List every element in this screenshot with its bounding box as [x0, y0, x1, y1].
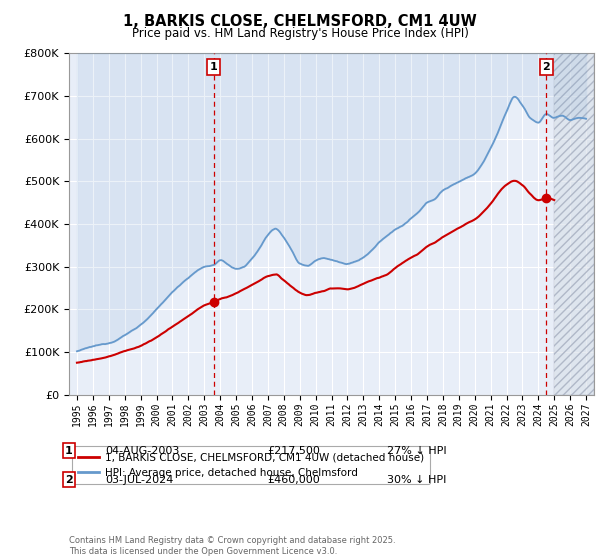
- Text: Contains HM Land Registry data © Crown copyright and database right 2025.
This d: Contains HM Land Registry data © Crown c…: [69, 536, 395, 556]
- Text: £460,000: £460,000: [267, 475, 320, 485]
- Text: 1: 1: [210, 62, 217, 72]
- Text: 2: 2: [65, 475, 73, 485]
- Legend: 1, BARKIS CLOSE, CHELMSFORD, CM1 4UW (detached house), HPI: Average price, detac: 1, BARKIS CLOSE, CHELMSFORD, CM1 4UW (de…: [71, 446, 430, 484]
- Text: 1, BARKIS CLOSE, CHELMSFORD, CM1 4UW: 1, BARKIS CLOSE, CHELMSFORD, CM1 4UW: [123, 14, 477, 29]
- Text: 2: 2: [542, 62, 550, 72]
- Bar: [554, 53, 594, 395]
- Text: 27% ↓ HPI: 27% ↓ HPI: [387, 446, 446, 456]
- Text: 04-AUG-2003: 04-AUG-2003: [105, 446, 179, 456]
- Text: £217,500: £217,500: [267, 446, 320, 456]
- Text: Price paid vs. HM Land Registry's House Price Index (HPI): Price paid vs. HM Land Registry's House …: [131, 27, 469, 40]
- Text: 1: 1: [65, 446, 73, 456]
- Text: 30% ↓ HPI: 30% ↓ HPI: [387, 475, 446, 485]
- Text: 03-JUL-2024: 03-JUL-2024: [105, 475, 173, 485]
- Bar: [554, 53, 594, 395]
